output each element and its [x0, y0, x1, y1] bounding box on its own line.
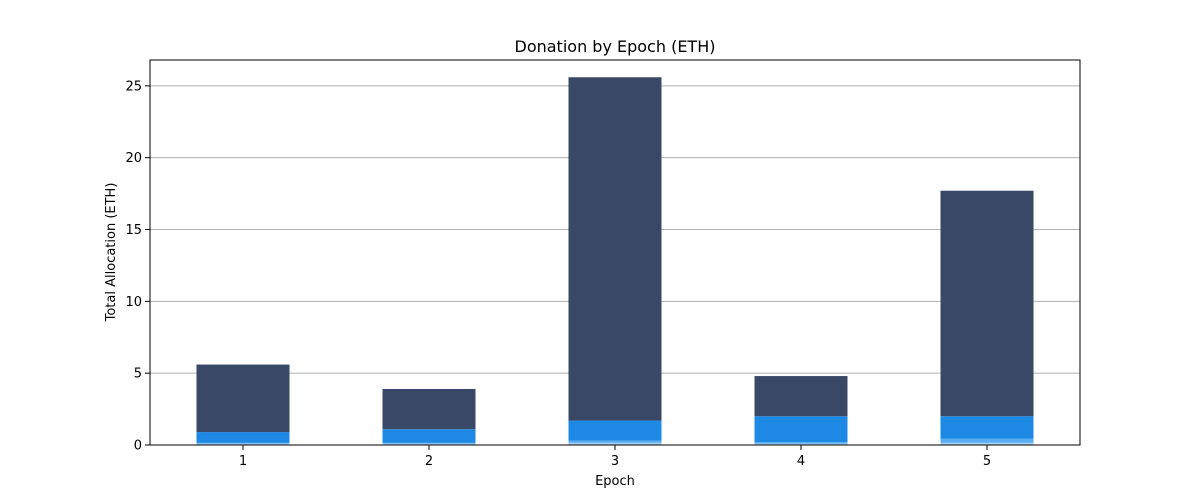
- y-tick-label: 15: [125, 223, 142, 238]
- bar-segment: [568, 440, 662, 443]
- chart-title: Donation by Epoch (ETH): [515, 37, 716, 56]
- bar-segment: [568, 420, 662, 441]
- bar-segment: [568, 442, 662, 445]
- bar-segment: [940, 416, 1034, 439]
- y-tick-label: 10: [125, 295, 142, 310]
- y-tick-label: 25: [125, 79, 142, 94]
- bar-segment: [754, 416, 848, 443]
- bar-segment: [940, 190, 1034, 417]
- x-tick-label: 5: [983, 454, 991, 469]
- x-tick-label: 4: [797, 454, 805, 469]
- x-tick-label: 2: [425, 454, 433, 469]
- bar-segment: [382, 443, 476, 445]
- bar-segment: [196, 443, 290, 445]
- y-tick-label: 20: [125, 151, 142, 166]
- x-axis-ticks: 1 2 3 4 5: [239, 445, 991, 469]
- bar-segment: [196, 364, 290, 433]
- bar-segment: [754, 442, 848, 444]
- x-axis-label: Epoch: [595, 474, 635, 489]
- bar-segment: [196, 432, 290, 443]
- y-tick-label: 0: [134, 439, 142, 454]
- y-tick-label: 5: [134, 367, 142, 382]
- bar-segment: [196, 442, 290, 444]
- bar-segment: [568, 77, 662, 421]
- bar-segment: [940, 442, 1034, 445]
- bar-segment: [940, 438, 1034, 443]
- bars: [196, 77, 1034, 445]
- y-axis-ticks: 0 5 10 15 20 25: [125, 79, 150, 454]
- bar-segment: [754, 443, 848, 445]
- bar-segment: [382, 442, 476, 444]
- x-tick-label: 1: [239, 454, 247, 469]
- bar-segment: [754, 376, 848, 417]
- y-axis-label: Total Allocation (ETH): [104, 183, 119, 323]
- x-tick-label: 3: [611, 454, 619, 469]
- bar-segment: [382, 388, 476, 430]
- bar-segment: [382, 429, 476, 443]
